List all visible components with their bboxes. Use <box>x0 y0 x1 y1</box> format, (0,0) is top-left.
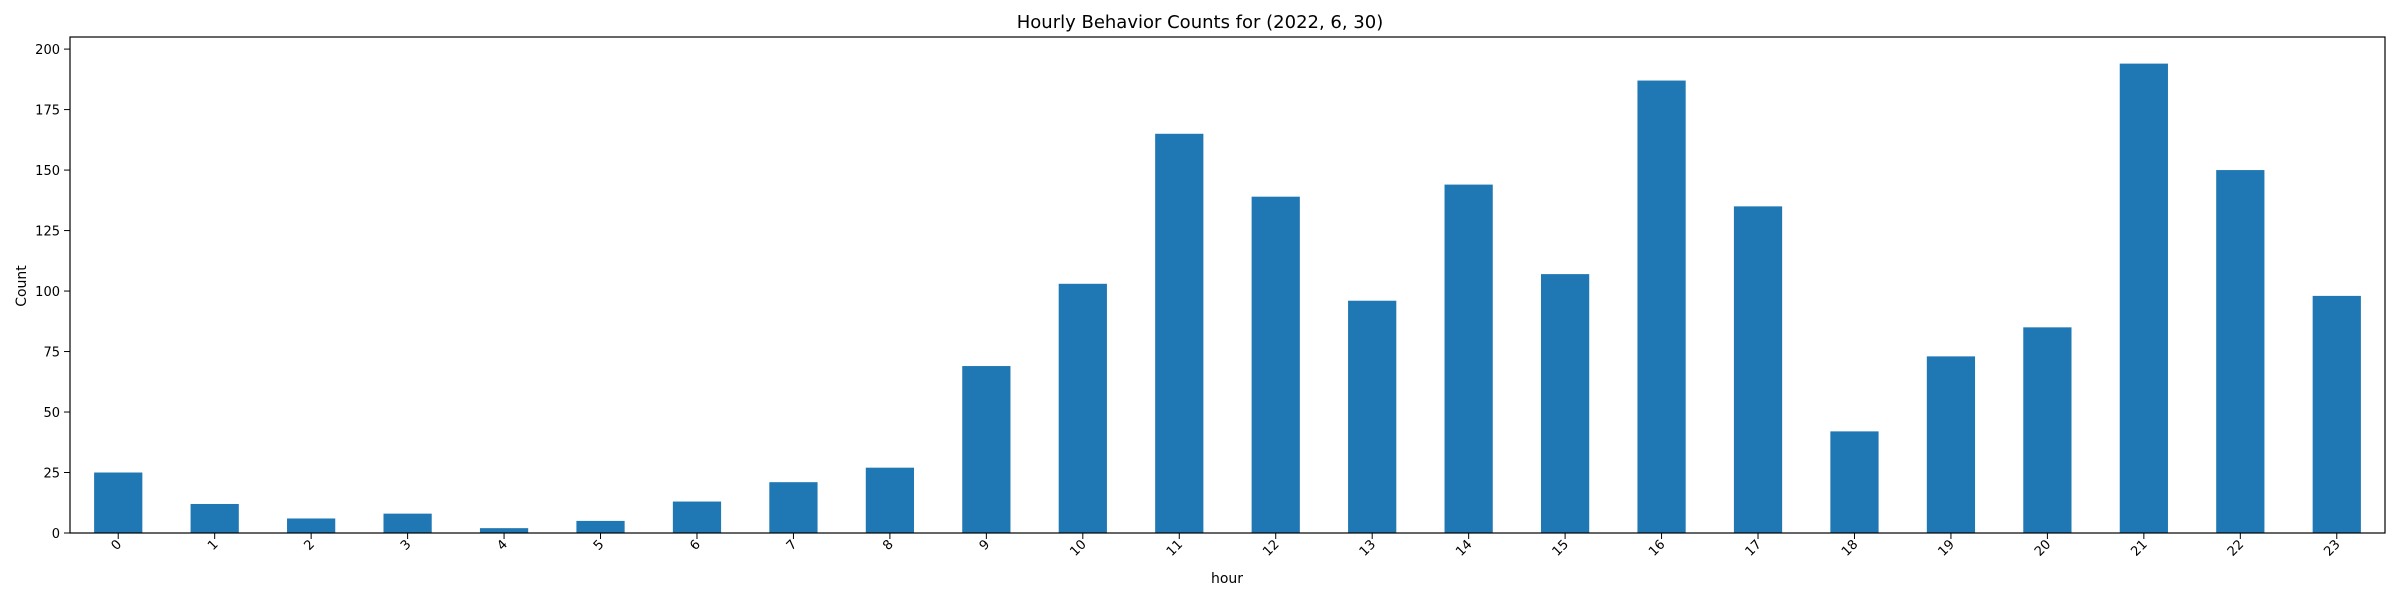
y-tick-label: 75 <box>43 346 60 361</box>
y-tick-label: 0 <box>52 527 60 542</box>
bar-hour-18 <box>1830 431 1879 533</box>
x-tick-label: 5 <box>591 537 607 553</box>
x-tick-label: 6 <box>687 537 703 553</box>
bar-hour-12 <box>1251 196 1300 533</box>
y-axis-label: Count <box>14 265 30 307</box>
x-tick-label: 9 <box>977 537 993 553</box>
bar-hour-10 <box>1058 283 1107 533</box>
x-tick-label: 20 <box>2032 537 2054 559</box>
x-tick-label: 8 <box>880 537 896 553</box>
x-tick-label: 4 <box>494 537 510 553</box>
x-tick-label: 0 <box>109 537 125 553</box>
bar-hour-15 <box>1540 274 1590 533</box>
x-axis-label: hour <box>1211 571 1243 587</box>
bar-hour-7 <box>769 482 818 533</box>
bar-hour-21 <box>2119 63 2168 534</box>
x-tick-label: 21 <box>2128 537 2150 559</box>
bar-hour-14 <box>1444 184 1493 533</box>
bar-hour-11 <box>1155 133 1204 533</box>
x-tick-label: 10 <box>1067 537 1089 559</box>
bar-hour-1 <box>190 503 239 533</box>
x-tick-label: 13 <box>1357 537 1379 559</box>
plot-frame <box>69 36 2386 534</box>
x-tick-label: 3 <box>398 537 414 553</box>
bar-hour-19 <box>1926 356 1976 533</box>
bar-hour-16 <box>1637 80 1686 534</box>
x-tick-label: 16 <box>1646 537 1668 559</box>
bar-hour-23 <box>2312 295 2361 533</box>
bar-hour-4 <box>479 528 529 533</box>
bar-hour-13 <box>1348 300 1397 533</box>
bar-hour-17 <box>1733 206 1783 534</box>
bar-hour-6 <box>672 501 722 533</box>
x-tick-label: 12 <box>1260 537 1282 559</box>
y-tick-label: 175 <box>35 104 60 119</box>
x-tick-label: 17 <box>1743 537 1765 559</box>
y-axis-ticks: 0 25 50 75 100 125 150 175 200 <box>35 43 70 542</box>
y-tick-label: 200 <box>35 43 60 58</box>
x-tick-label: 19 <box>1935 537 1957 559</box>
bar-hour-5 <box>576 520 625 533</box>
x-tick-label: 14 <box>1453 537 1475 559</box>
bar-hour-22 <box>2216 170 2265 533</box>
bar-hour-8 <box>865 467 915 533</box>
bars-group <box>94 63 2361 534</box>
y-tick-label: 125 <box>35 225 60 240</box>
x-tick-label: 22 <box>2225 537 2247 559</box>
bar-hour-3 <box>383 513 432 533</box>
chart-title: Hourly Behavior Counts for (2022, 6, 30) <box>1017 12 1384 33</box>
y-tick-label: 50 <box>43 406 60 421</box>
y-tick-label: 150 <box>35 164 60 179</box>
x-tick-label: 1 <box>205 537 221 553</box>
bar-hour-9 <box>962 366 1011 533</box>
x-tick-label: 11 <box>1164 537 1186 559</box>
y-tick-label: 25 <box>43 467 60 482</box>
bar-hour-0 <box>94 472 143 533</box>
x-tick-label: 18 <box>1839 537 1861 559</box>
x-axis-ticks: 0 1 2 3 4 5 6 7 8 9 10 11 12 13 14 15 16 17 18 19 20 21 22 23 <box>109 533 2344 560</box>
y-tick-label: 100 <box>35 285 60 300</box>
x-tick-label: 15 <box>1550 537 1572 559</box>
bar-hour-20 <box>2023 327 2072 533</box>
x-tick-label: 7 <box>784 537 800 553</box>
x-tick-label: 2 <box>302 537 318 553</box>
x-tick-label: 23 <box>2321 537 2343 559</box>
bar-hour-2 <box>287 518 336 533</box>
